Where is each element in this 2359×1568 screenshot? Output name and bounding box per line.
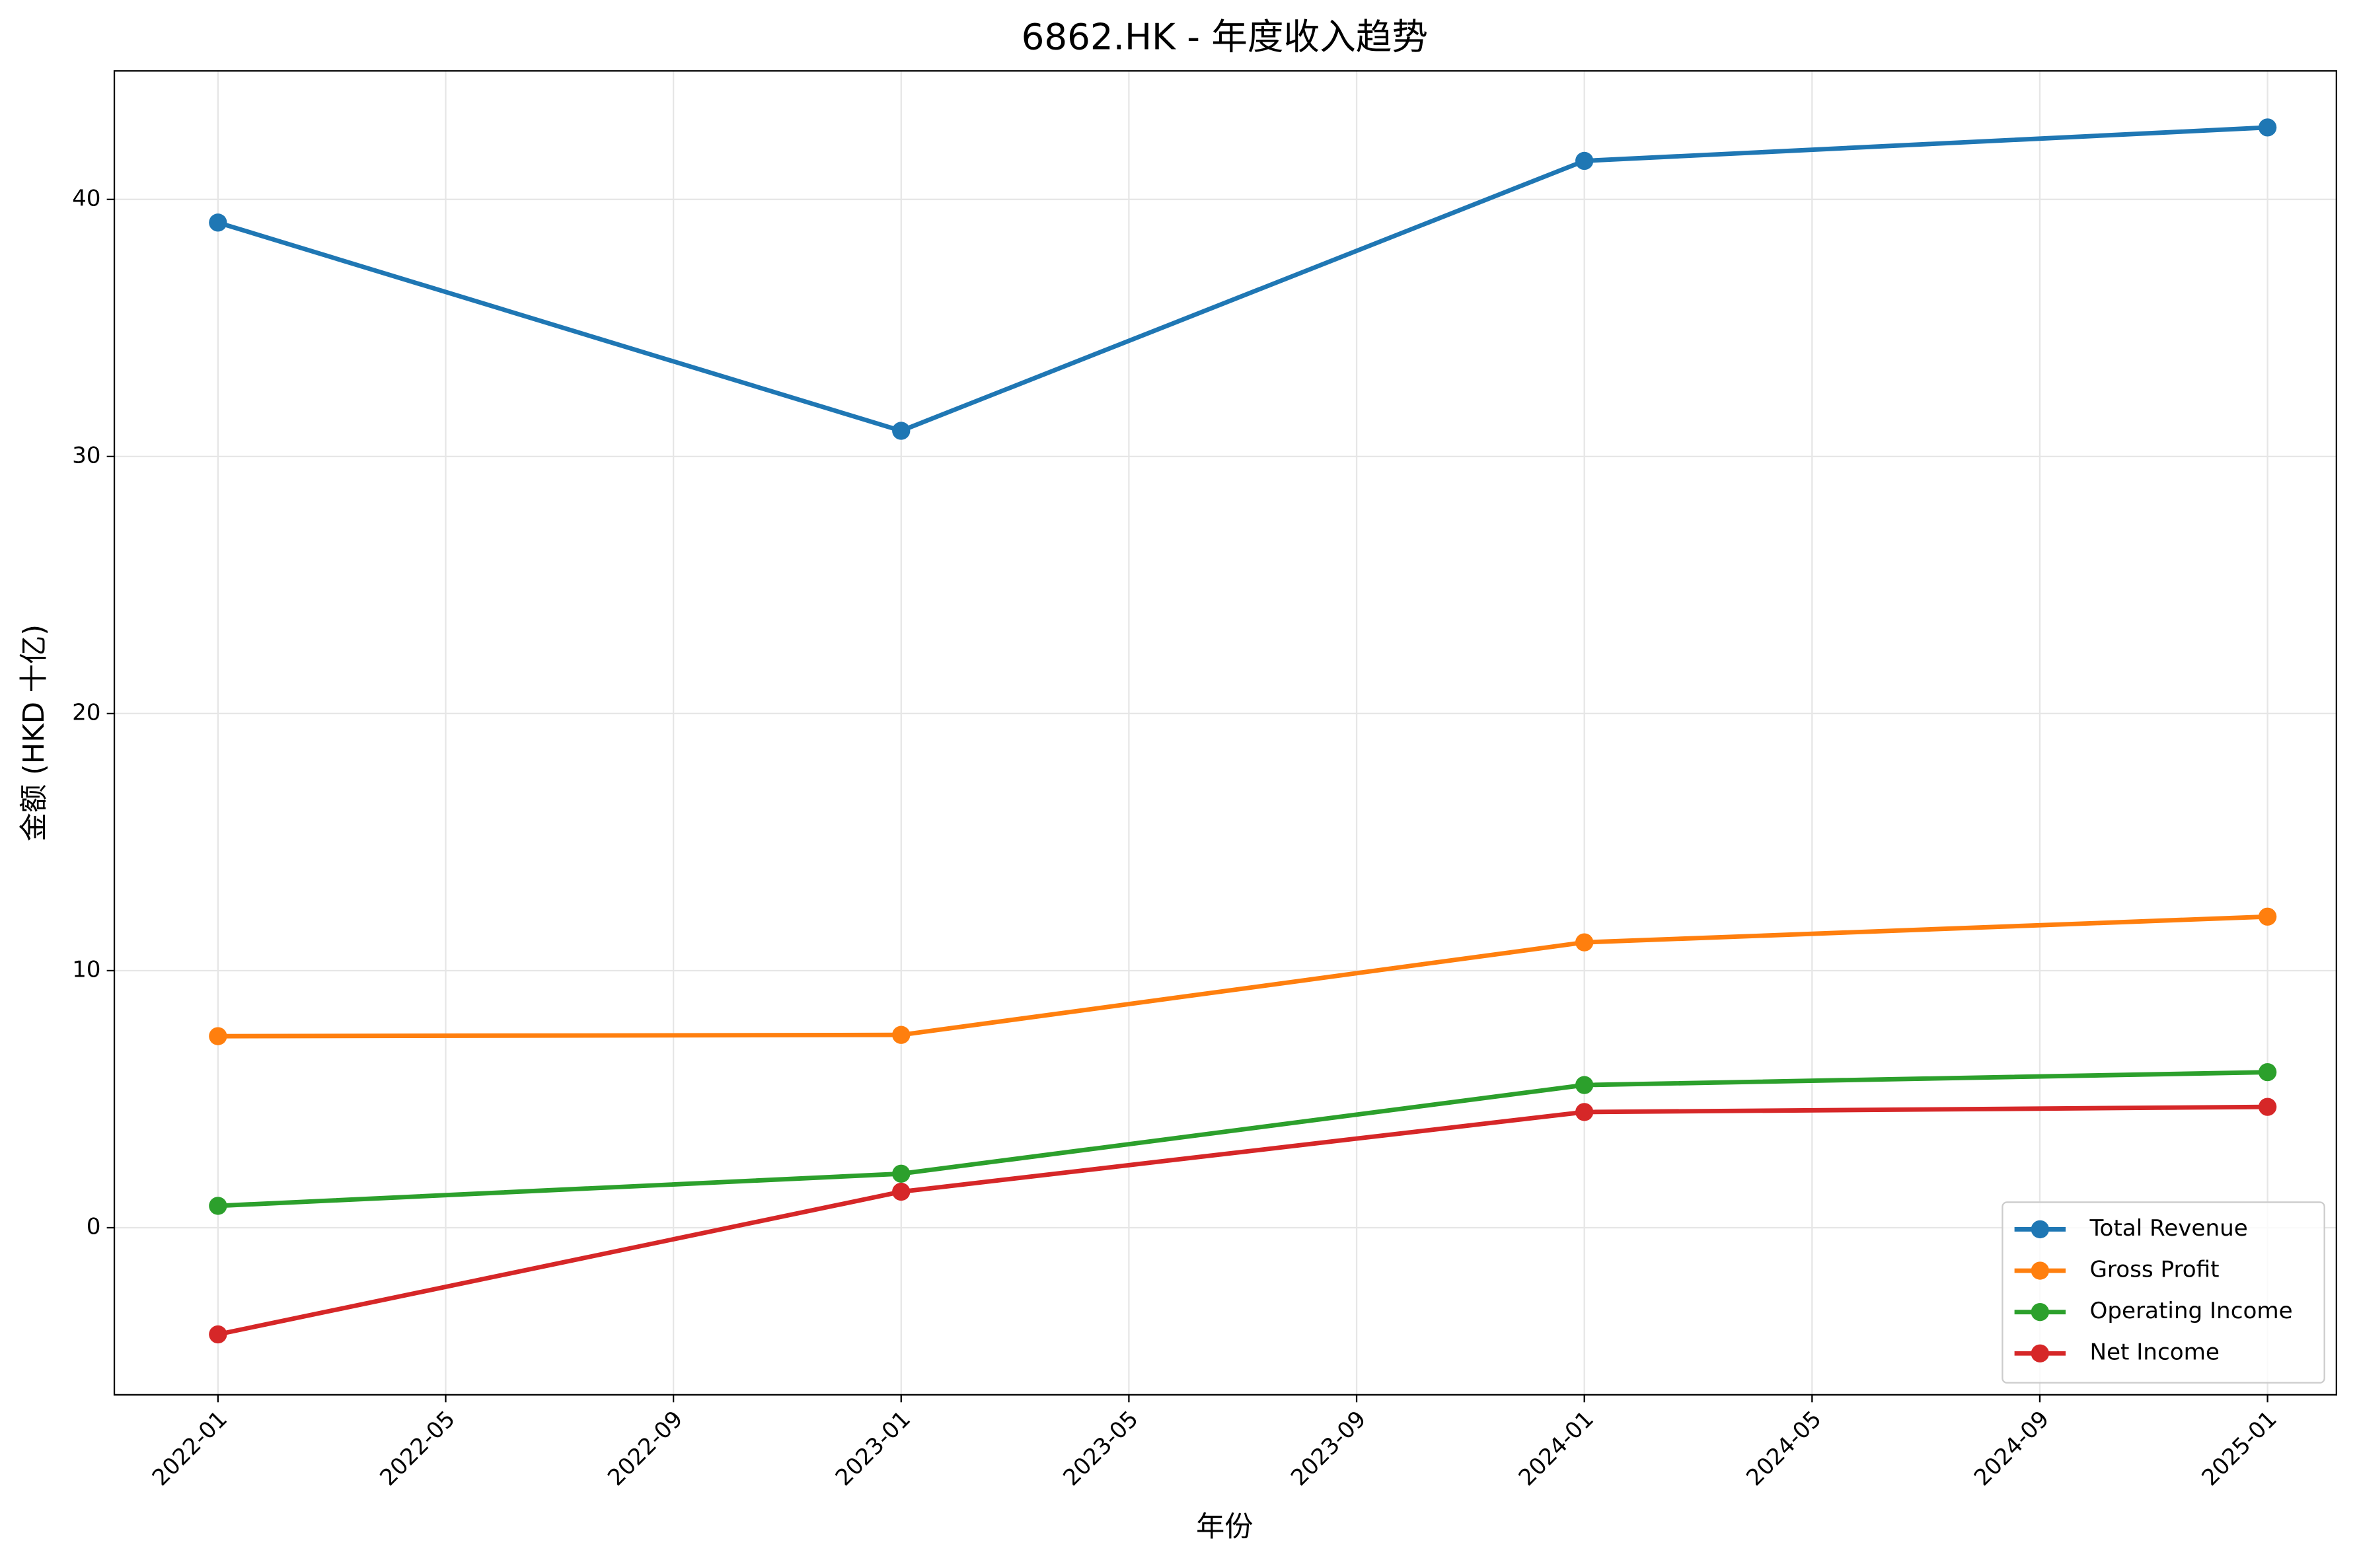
- legend-marker: [2031, 1344, 2049, 1363]
- legend-marker: [2031, 1302, 2049, 1322]
- legend-marker: [2031, 1261, 2049, 1280]
- data-point: [209, 1197, 227, 1215]
- data-point: [1575, 1076, 1594, 1094]
- series-line: [217, 1070, 2268, 1209]
- y-tick-label: 0: [87, 1213, 101, 1240]
- legend-label: Net Income: [2089, 1339, 2219, 1366]
- legend-label: Total Revenue: [2089, 1215, 2247, 1242]
- data-point: [2258, 1098, 2277, 1116]
- legend-marker: [2031, 1220, 2049, 1239]
- data-point: [209, 1325, 227, 1344]
- legend-box: [2002, 1201, 2325, 1384]
- data-point: [892, 1164, 911, 1183]
- legend-label: Operating Income: [2089, 1298, 2292, 1324]
- data-point: [2258, 118, 2277, 137]
- data-point: [892, 1026, 911, 1044]
- y-tick-label: 20: [72, 699, 100, 726]
- series-line: [217, 914, 2268, 1039]
- plot-frame: [113, 70, 2337, 1396]
- legend: Total Revenue Gross Profit Operating Incom…: [2002, 1201, 2325, 1384]
- data-point: [892, 1182, 911, 1201]
- data-point: [1575, 933, 1594, 952]
- series-line: [217, 1104, 2268, 1337]
- data-point: [209, 1027, 227, 1045]
- x-axis-label: 年份: [1196, 1511, 1254, 1544]
- chart-title: 6862.HK - 年度收入趋势: [1022, 16, 1428, 58]
- y-axis-label: 金额 (HKD 十亿): [18, 624, 51, 841]
- data-point: [2258, 907, 2277, 926]
- data-point: [1575, 1103, 1594, 1121]
- data-point: [1575, 151, 1594, 170]
- y-tick-label: 10: [72, 956, 100, 983]
- data-point: [209, 213, 227, 232]
- y-tick-label: 30: [72, 442, 100, 468]
- data-point: [2258, 1063, 2277, 1082]
- data-point: [892, 422, 911, 440]
- series-line: [217, 125, 2268, 433]
- legend-label: Gross Profit: [2089, 1257, 2219, 1283]
- y-tick-label: 40: [72, 185, 100, 211]
